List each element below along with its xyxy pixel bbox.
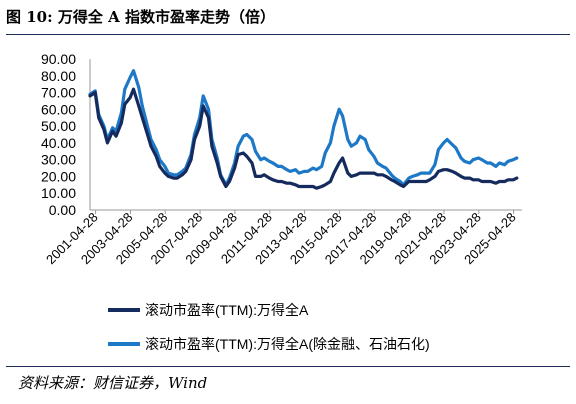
- y-tick-label: 60.00: [41, 101, 76, 117]
- y-tick-label: 10.00: [41, 185, 76, 201]
- top-rule: [6, 34, 570, 35]
- y-tick-label: 50.00: [41, 118, 76, 134]
- y-tick-label: 80.00: [41, 68, 76, 84]
- y-tick-label: 0.00: [49, 202, 76, 218]
- y-tick-label: 90.00: [41, 51, 76, 67]
- x-axis: 2001-04-282003-04-282005-04-282007-04-28…: [43, 209, 522, 267]
- figure-title: 图 10: 万得全 A 指数市盈率走势（倍）: [6, 8, 275, 26]
- y-axis: 0.0010.0020.0030.0040.0050.0060.0070.008…: [41, 51, 91, 218]
- y-tick-label: 40.00: [41, 135, 76, 151]
- legend-label: 滚动市盈率(TTM):万得全A(除金融、石油石化): [145, 336, 430, 352]
- y-tick-label: 20.00: [41, 168, 76, 184]
- series-layer: [88, 69, 519, 190]
- legend-label: 滚动市盈率(TTM):万得全A: [145, 302, 309, 318]
- pe-ratio-chart: 0.0010.0020.0030.0040.0050.0060.0070.008…: [41, 51, 522, 352]
- source-note: 资料来源：财信证券，Wind: [18, 374, 208, 392]
- series-line-all-a-ex-fin-petro: [88, 69, 519, 187]
- bottom-rule: [6, 366, 570, 367]
- legend: 滚动市盈率(TTM):万得全A 滚动市盈率(TTM):万得全A(除金融、石油石化): [108, 302, 430, 352]
- y-tick-label: 30.00: [41, 152, 76, 168]
- series-line-all-a: [88, 87, 519, 190]
- y-tick-label: 70.00: [41, 85, 76, 101]
